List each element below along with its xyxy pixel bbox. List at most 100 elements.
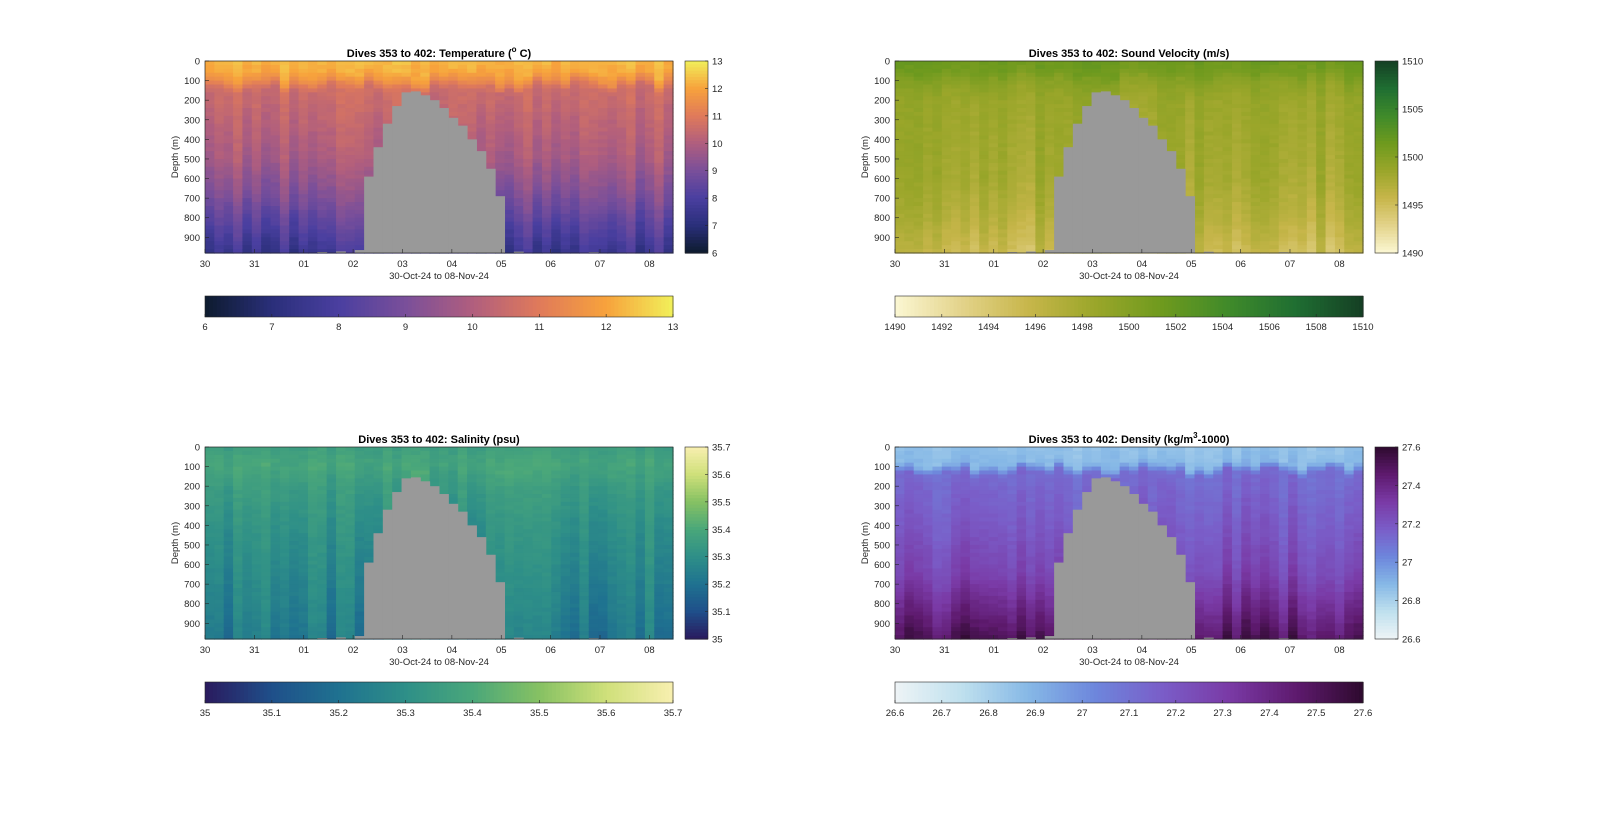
heatmap-cell	[1288, 159, 1298, 164]
heatmap-cell	[617, 132, 627, 137]
heatmap-cell	[308, 96, 318, 101]
heatmap-cell	[1017, 147, 1027, 152]
heatmap-cell	[1204, 135, 1214, 140]
heatmap-cell	[998, 167, 1008, 172]
heatmap-cell	[1307, 139, 1317, 144]
heatmap-cell	[486, 61, 496, 66]
heatmap-cell	[654, 100, 664, 105]
heatmap-cell	[654, 92, 664, 97]
heatmap-cell	[904, 210, 914, 215]
heatmap-cell	[1269, 135, 1279, 140]
heatmap-cell	[1297, 179, 1307, 184]
heatmap-cell	[505, 132, 515, 137]
heatmap-cell	[1213, 65, 1223, 70]
heatmap-cell	[1026, 198, 1036, 203]
heatmap-cell	[1045, 77, 1055, 82]
heatmap-cell	[970, 186, 980, 191]
heatmap-cell	[1204, 143, 1214, 148]
heatmap-cell	[579, 96, 589, 101]
heatmap-cell	[961, 226, 971, 231]
heatmap-cell	[1241, 237, 1251, 242]
heatmap-cell	[327, 179, 337, 184]
heatmap-cell	[664, 77, 674, 82]
heatmap-cell	[626, 179, 636, 184]
heatmap-cell	[904, 186, 914, 191]
heatmap-cell	[1251, 81, 1261, 86]
heatmap-cell	[289, 237, 299, 242]
heatmap-cell	[542, 69, 552, 74]
colorbar-swatch	[291, 296, 296, 317]
heatmap-cell	[970, 116, 980, 121]
heatmap-cell	[1288, 202, 1298, 207]
heatmap-cell	[989, 175, 999, 180]
heatmap-cell	[942, 135, 952, 140]
heatmap-cell	[998, 77, 1008, 82]
heatmap-cell	[542, 147, 552, 152]
heatmap-cell	[280, 73, 290, 78]
heatmap-cell	[895, 147, 905, 152]
heatmap-cell	[345, 147, 355, 152]
heatmap-cell	[1045, 100, 1055, 105]
heatmap-cell	[589, 88, 599, 93]
heatmap-cell	[205, 81, 215, 86]
heatmap-cell	[214, 139, 224, 144]
heatmap-cell	[942, 61, 952, 66]
heatmap-cell	[1307, 124, 1317, 129]
heatmap-cell	[1017, 81, 1027, 86]
heatmap-cell	[1026, 124, 1036, 129]
heatmap-cell	[998, 100, 1008, 105]
heatmap-cell	[923, 139, 933, 144]
heatmap-cell	[355, 104, 365, 109]
heatmap-cell	[476, 139, 486, 144]
heatmap-cell	[1082, 88, 1092, 93]
heatmap-cell	[1223, 171, 1233, 176]
heatmap-cell	[242, 132, 252, 137]
heatmap-cell	[1026, 175, 1036, 180]
heatmap-cell	[336, 132, 346, 137]
heatmap-cell	[998, 226, 1008, 231]
heatmap-cell	[523, 245, 533, 250]
heatmap-cell	[961, 120, 971, 125]
y-tick-label: 900	[184, 233, 200, 244]
heatmap-cell	[1176, 163, 1186, 168]
heatmap-cell	[989, 179, 999, 184]
heatmap-cell	[280, 159, 290, 164]
heatmap-cell	[561, 245, 571, 250]
heatmap-cell	[486, 112, 496, 117]
heatmap-cell	[280, 186, 290, 191]
heatmap-cell	[636, 120, 646, 125]
heatmap-cell	[989, 132, 999, 137]
heatmap-cell	[664, 120, 674, 125]
heatmap-cell	[252, 128, 262, 133]
heatmap-cell	[299, 108, 309, 113]
heatmap-cell	[289, 222, 299, 227]
heatmap-cell	[589, 116, 599, 121]
chart-title: Dives 353 to 402: Temperature (o C)	[347, 45, 532, 60]
x-tick-label: 07	[595, 259, 606, 270]
heatmap-cell	[654, 245, 664, 250]
heatmap-cell	[505, 69, 515, 74]
heatmap-cell	[289, 206, 299, 211]
heatmap-cell	[476, 96, 486, 101]
heatmap-cell	[923, 171, 933, 176]
heatmap-cell	[1297, 96, 1307, 101]
heatmap-cell	[951, 92, 961, 97]
heatmap-cell	[589, 155, 599, 160]
heatmap-cell	[533, 179, 543, 184]
heatmap-cell	[327, 245, 337, 250]
heatmap-cell	[1279, 139, 1289, 144]
heatmap-cell	[514, 69, 524, 74]
heatmap-cell	[542, 135, 552, 140]
heatmap-cell	[607, 108, 617, 113]
heatmap-cell	[280, 202, 290, 207]
heatmap-cell	[636, 135, 646, 140]
heatmap-cell	[551, 159, 561, 164]
heatmap-cell	[904, 77, 914, 82]
heatmap-cell	[1185, 108, 1195, 113]
heatmap-cell	[998, 186, 1008, 191]
heatmap-cell	[1082, 85, 1092, 90]
heatmap-cell	[289, 116, 299, 121]
heatmap-cell	[598, 222, 608, 227]
heatmap-cell	[299, 147, 309, 152]
heatmap-cell	[664, 116, 674, 121]
